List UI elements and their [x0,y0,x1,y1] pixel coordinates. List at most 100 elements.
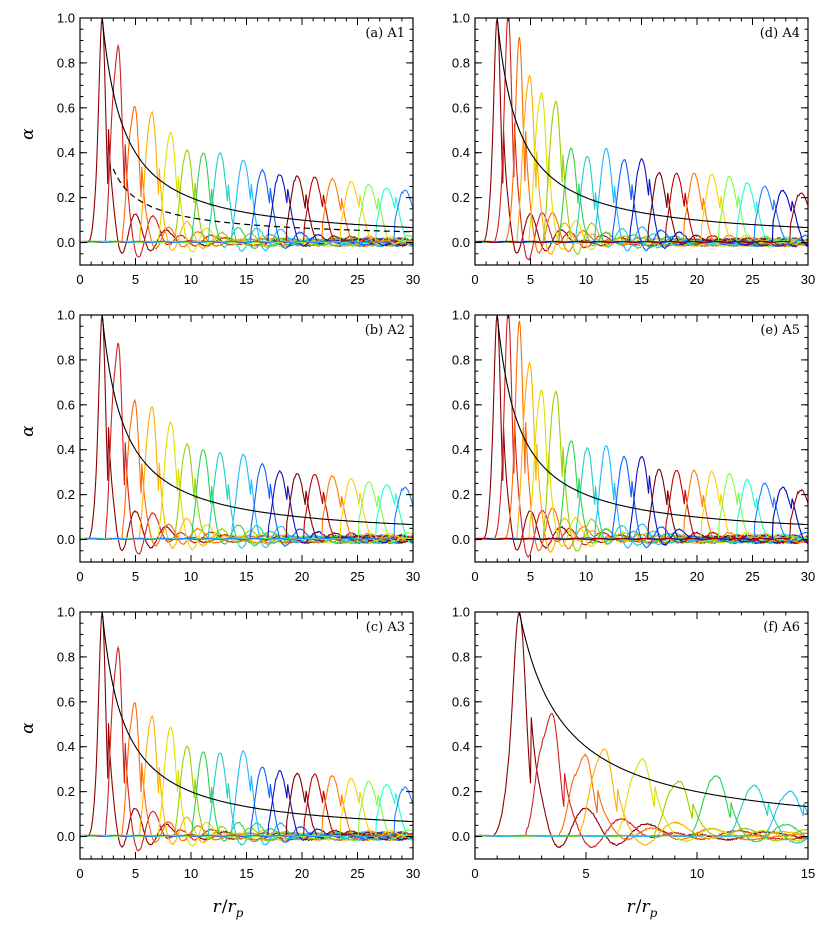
x-tick-label: 10 [690,866,704,881]
panel-b: 1.0 0.8 0.6 0.4 0.2 0.0 0 5 10 15 20 25 30 (b) A2 α [18,308,420,585]
x-tick-label: 5 [132,866,139,881]
wave-curve [475,712,808,849]
x-tick-label: 10 [184,272,198,287]
wave-curve [80,131,413,253]
wave-curve [475,36,808,255]
x-tick-label: 0 [76,569,83,584]
y-tick-label: 1.0 [57,11,75,26]
y-tick-label: 0.2 [452,190,470,205]
y-axis-title: α [18,128,38,140]
x-tick-label: 30 [406,569,420,584]
x-tick-label: 25 [745,272,759,287]
x-axis-title-sub: p [236,906,244,920]
wave-curve [475,482,808,542]
x-tick-label: 5 [132,272,139,287]
wave-curve [475,753,808,841]
x-axis-title-num: r [627,897,636,917]
wave-curve [80,486,413,540]
y-tick-label: 0.4 [57,145,75,160]
x-axis-title-num: r [213,897,222,917]
plot-area [475,612,808,849]
wave-curve [475,790,808,837]
y-tick-label: 0.4 [452,145,470,160]
y-tick-label: 0.4 [57,442,75,457]
y-tick-label: 0.0 [57,235,75,250]
y-tick-label: 0.0 [57,829,75,844]
y-tick-label: 0.0 [57,532,75,547]
wave-curve [80,159,413,252]
wave-curve [80,453,413,549]
plot-area [80,612,413,852]
y-tick-label: 0.6 [452,397,470,412]
svg-text:r/rp: r/rp [627,897,658,920]
panel-label: (d) A4 [760,26,800,41]
plot-area [475,18,808,261]
x-tick-label: 0 [76,866,83,881]
x-tick-label: 15 [801,866,815,881]
y-tick-label: 0.2 [452,784,470,799]
x-tick-label: 10 [579,272,593,287]
wave-curve [80,726,413,847]
x-tick-label: 5 [527,569,534,584]
x-tick-label: 5 [132,569,139,584]
panel-c: 1.0 0.8 0.6 0.4 0.2 0.0 0 5 10 15 20 25 30 (c) A3 α [18,605,420,882]
wave-curve [475,758,808,843]
x-tick-label: 15 [239,866,253,881]
y-tick-label: 0.6 [452,694,470,709]
x-tick-label: 0 [471,569,478,584]
x-tick-label: 25 [350,866,364,881]
y-tick-label: 0.6 [57,100,75,115]
x-axis-title-right: r/rp [627,897,658,920]
svg-text:r/rp: r/rp [213,897,244,920]
x-tick-label: 20 [295,272,309,287]
envelope-curve [101,315,413,526]
y-tick-label: 1.0 [452,308,470,323]
y-tick-label: 0.6 [57,694,75,709]
wave-curve [475,612,808,849]
x-axis-title-sub: p [650,906,658,920]
plot-area [80,18,413,258]
x-tick-label: 25 [350,569,364,584]
x-tick-label: 30 [801,569,815,584]
x-tick-label: 0 [471,272,478,287]
x-tick-label: 20 [690,272,704,287]
y-axis-title: α [18,722,38,734]
y-tick-label: 0.0 [452,829,470,844]
x-tick-label: 30 [406,272,420,287]
envelope-curve [101,18,413,229]
y-tick-label: 0.6 [57,397,75,412]
x-tick-label: 5 [582,866,589,881]
y-tick-label: 0.2 [57,784,75,799]
x-tick-label: 15 [634,569,648,584]
y-tick-label: 0.8 [57,649,75,664]
wave-curve [80,421,413,551]
y-axis-title: α [18,425,38,437]
wave-curve [475,192,808,243]
y-tick-label: 1.0 [452,605,470,620]
envelope-curve [496,18,808,229]
x-tick-label: 25 [350,272,364,287]
panel-d: 1.0 0.8 0.6 0.4 0.2 0.0 0 5 10 15 20 25 30 (d) A4 [452,11,815,288]
x-tick-label: 20 [690,569,704,584]
wave-curve [475,185,808,245]
wave-curve [80,442,413,546]
x-tick-label: 15 [239,272,253,287]
panel-label: (f) A6 [763,620,800,635]
wave-curve [80,189,413,243]
x-tick-label: 25 [745,569,759,584]
y-tick-label: 0.4 [57,739,75,754]
panel-label: (e) A5 [760,323,800,338]
plot-frame [474,611,809,860]
y-tick-label: 0.2 [57,487,75,502]
panel-a: 1.0 0.8 0.6 0.4 0.2 0.0 0 5 10 15 20 25 30 (a) A1 α [18,11,420,288]
plot-area [475,315,808,558]
panel-label: (c) A3 [366,620,405,635]
panel-f: 1.0 0.8 0.6 0.4 0.2 0.0 0 5 10 15 (f) A6 [452,605,815,882]
y-tick-label: 0.8 [57,352,75,367]
panel-label: (a) A1 [365,26,405,41]
y-tick-label: 0.8 [57,55,75,70]
y-tick-label: 0.2 [57,190,75,205]
wave-curve [475,315,808,558]
y-tick-label: 0.2 [452,487,470,502]
y-tick-label: 0.6 [452,100,470,115]
